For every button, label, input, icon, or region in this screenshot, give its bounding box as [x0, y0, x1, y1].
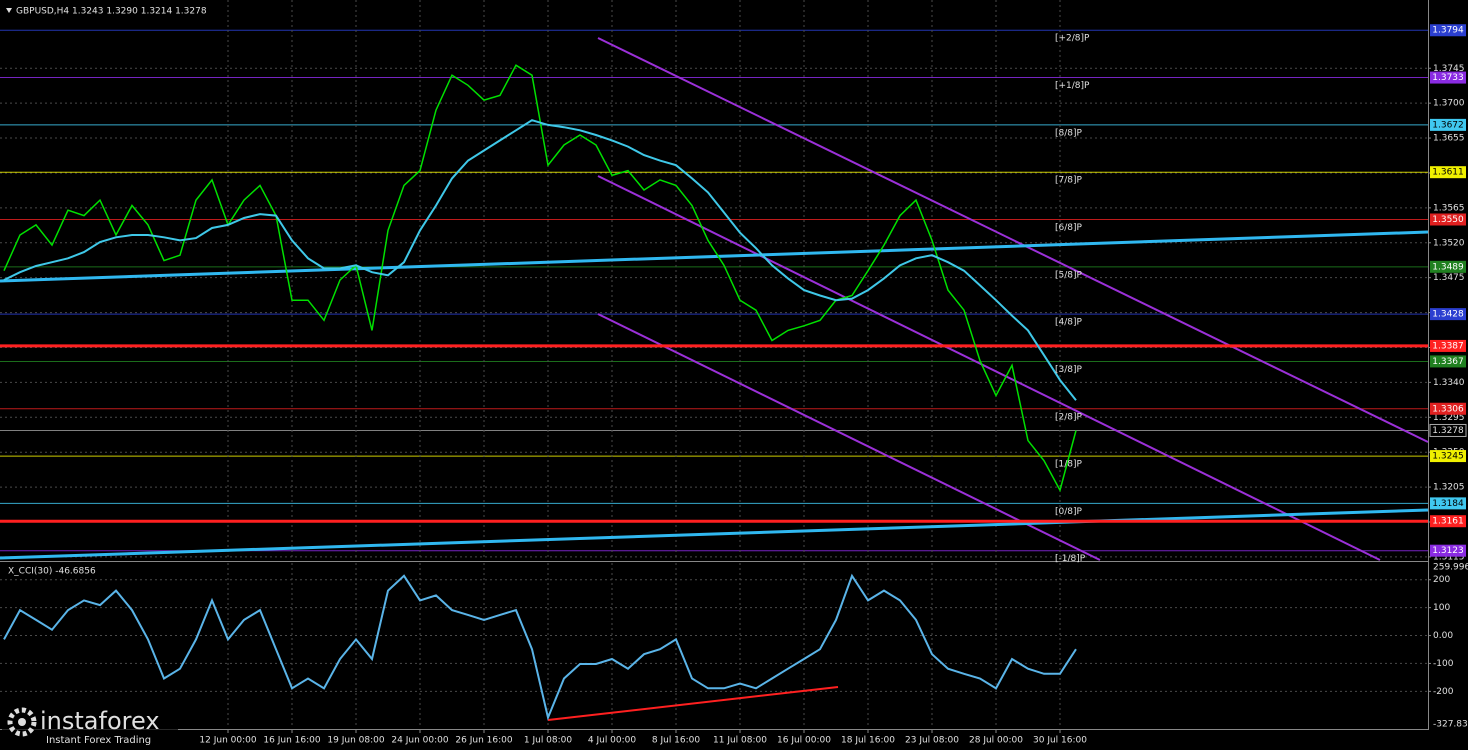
- y-tick-label: 200: [1433, 575, 1450, 585]
- y-tick-label: 100: [1433, 603, 1450, 613]
- level-label: 1.3733: [1432, 73, 1464, 83]
- sr-label: 1.3387: [1432, 341, 1464, 351]
- channel-line: [597, 37, 1429, 443]
- y-tick-label: 1.3340: [1433, 378, 1465, 388]
- last-price-box: [1429, 423, 1467, 437]
- x-tick-label: 28 Jul 00:00: [969, 736, 1023, 746]
- level-name: [+2/8]P: [1055, 34, 1090, 44]
- x-tick-label: 11 Jul 08:00: [713, 736, 767, 746]
- y-tick-label: 1.3115: [1433, 552, 1465, 562]
- level-name: [8/8]P: [1055, 128, 1083, 138]
- series-line: [3, 64, 1077, 493]
- logo: [7, 707, 37, 737]
- x-tick-label: 24 Jun 00:00: [391, 736, 448, 746]
- drawings: [0, 37, 1429, 721]
- level-box: [1430, 450, 1466, 463]
- level-label: 1.3672: [1432, 120, 1464, 130]
- y-tick-label: 1.3655: [1433, 134, 1465, 144]
- x-tick-label: 8 Jul 16:00: [652, 736, 701, 746]
- channel-line: [597, 313, 1101, 561]
- indicator-title: X_CCI(30) -46.6856: [8, 567, 96, 577]
- y-tick-label: 1.3745: [1433, 64, 1465, 74]
- x-tick-label: 18 Jul 16:00: [841, 736, 895, 746]
- x-tick-label: 16 Jul 00:00: [777, 736, 831, 746]
- y-tick-label: 1.3205: [1433, 483, 1465, 493]
- sr-label: 1.3161: [1432, 517, 1464, 527]
- level-box: [1430, 24, 1466, 37]
- y-tick-label: 1.3295: [1433, 413, 1465, 423]
- level-label: 1.3611: [1432, 168, 1464, 178]
- level-label: 1.3245: [1432, 452, 1464, 462]
- level-name: [3/8]P: [1055, 365, 1083, 375]
- level-name: [1/8]P: [1055, 460, 1083, 470]
- level-box: [1430, 260, 1466, 273]
- level-name: [6/8]P: [1055, 223, 1083, 233]
- level-label: 1.3306: [1432, 404, 1464, 414]
- level-name: [7/8]P: [1055, 176, 1083, 186]
- watermark: instaforex Instant Forex Trading: [2, 706, 178, 748]
- x-tick-label: 4 Jul 00:00: [588, 736, 637, 746]
- trend-line: [0, 230, 1429, 283]
- level-name: [+1/8]P: [1055, 81, 1090, 91]
- x-tick-label: 23 Jul 08:00: [905, 736, 959, 746]
- level-name: [-1/8]P: [1055, 554, 1086, 564]
- level-box: [1430, 213, 1466, 226]
- level-label: 1.3489: [1432, 262, 1464, 272]
- series-line: [3, 573, 1077, 721]
- y-tick-label: 1.3475: [1433, 273, 1465, 283]
- level-box: [1430, 497, 1466, 510]
- level-name: [2/8]P: [1055, 412, 1083, 422]
- y-tick-label: 1.3565: [1433, 203, 1465, 213]
- y-tick-label: -100: [1433, 659, 1454, 669]
- x-tick-label: 1 Jul 08:00: [524, 736, 573, 746]
- level-label: 1.3367: [1432, 357, 1464, 367]
- menu-arrow: [6, 8, 12, 13]
- x-tick-label: 16 Jun 16:00: [263, 736, 320, 746]
- level-label: 1.3550: [1432, 215, 1464, 225]
- series-line: [3, 119, 1077, 401]
- x-tick-label: 26 Jun 16:00: [455, 736, 512, 746]
- level-name: [4/8]P: [1055, 318, 1083, 328]
- level-label: 1.3184: [1432, 499, 1464, 509]
- level-box: [1430, 118, 1466, 131]
- y-tick-label: 1.3700: [1433, 99, 1465, 109]
- x-tick-label: 30 Jul 16:00: [1033, 736, 1087, 746]
- level-box: [1430, 355, 1466, 368]
- level-name: [5/8]P: [1055, 270, 1083, 280]
- y-tick-label: 1.3520: [1433, 238, 1465, 248]
- trend-line: [0, 508, 1429, 560]
- brand: instaforex: [40, 707, 160, 735]
- sr-box: [1430, 515, 1466, 528]
- level-box: [1430, 402, 1466, 415]
- divergence-line: [547, 686, 839, 721]
- level-label: 1.3123: [1432, 546, 1464, 556]
- level-name: [0/8]P: [1055, 507, 1083, 517]
- x-tick-label: 12 Jun 00:00: [199, 736, 256, 746]
- last-price-label: 1.3278: [1432, 426, 1464, 436]
- tagline: Instant Forex Trading: [46, 735, 151, 746]
- data-layer: [0, 64, 1428, 721]
- level-box: [1430, 166, 1466, 179]
- chart-title: GBPUSD,H4 1.3243 1.3290 1.3214 1.3278: [16, 7, 207, 17]
- level-box: [1430, 71, 1466, 84]
- x-tick-label: 19 Jun 08:00: [327, 736, 384, 746]
- channel-line: [597, 175, 1381, 561]
- y-tick-label: 0.00: [1433, 631, 1453, 641]
- sr-box: [1430, 339, 1466, 352]
- level-label: 1.3794: [1432, 26, 1464, 36]
- level-box: [1430, 544, 1466, 557]
- level-box: [1430, 308, 1466, 321]
- logo: [18, 718, 26, 726]
- y-tick-label: -200: [1433, 687, 1454, 697]
- level-label: 1.3428: [1432, 310, 1464, 320]
- y-limit-label: 259.9969: [1433, 563, 1468, 573]
